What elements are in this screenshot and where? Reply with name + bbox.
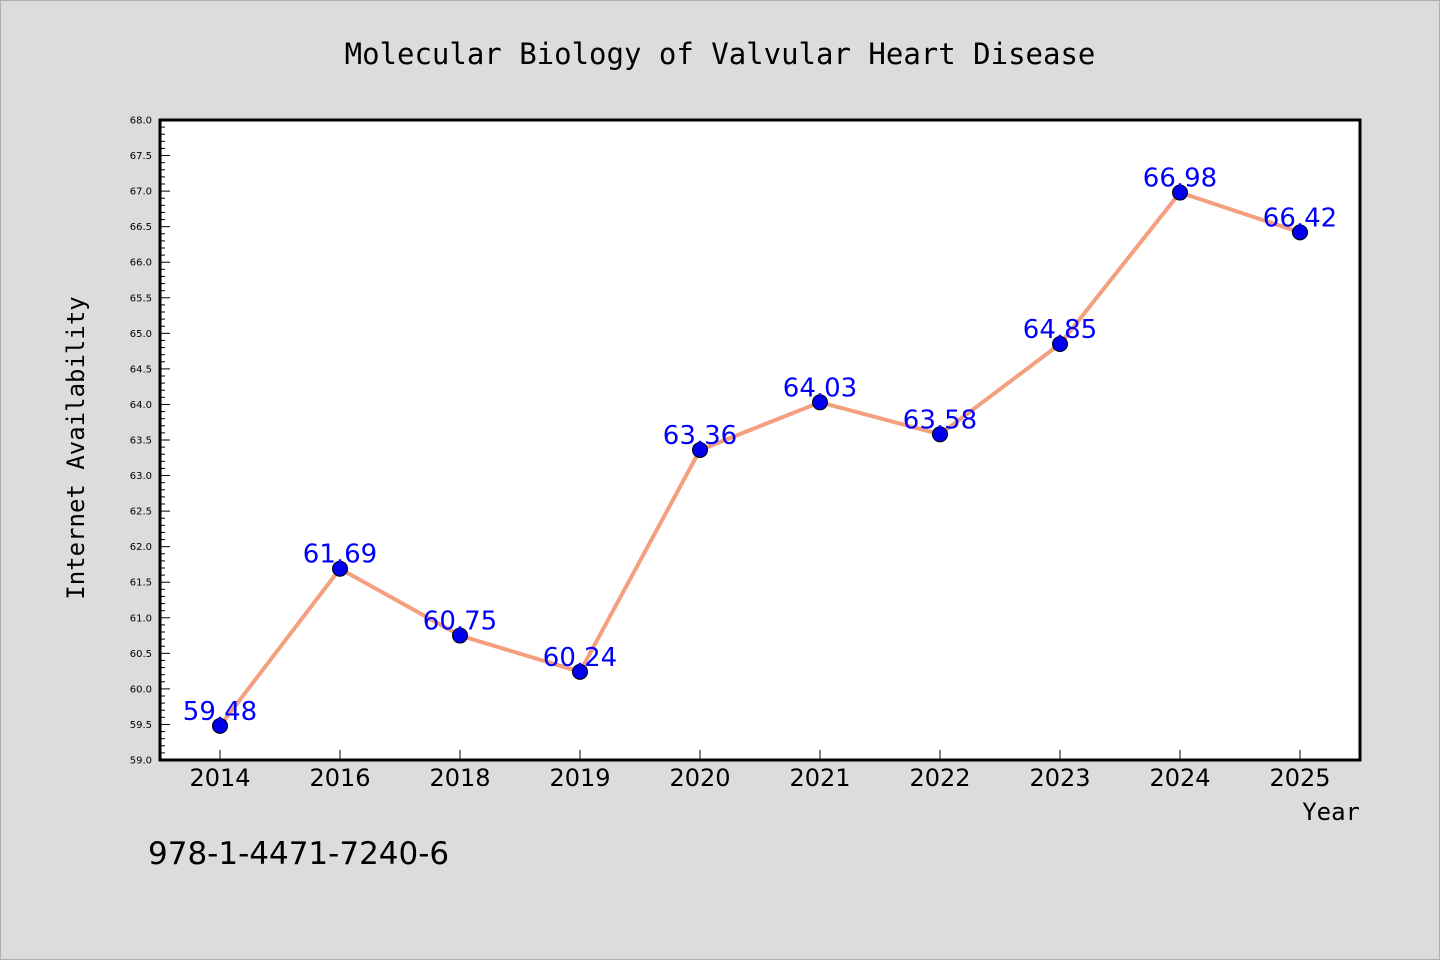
data-point [212, 717, 228, 734]
y-tick-label: 60.0 [130, 684, 152, 695]
data-point [452, 627, 468, 644]
data-label: 64.03 [783, 373, 857, 403]
chart-title: Molecular Biology of Valvular Heart Dise… [345, 37, 1096, 71]
data-point [1052, 336, 1068, 352]
data-labels: 59.48 61.69 60.75 60.24 63.36 64.03 63.58 64.85… [183, 164, 1337, 727]
y-tick-label: 61.0 [130, 613, 152, 624]
plot-frame [158, 118, 1362, 762]
y-tick-label: 66.0 [130, 258, 152, 269]
x-tick-label: 2018 [429, 764, 490, 792]
y-tick-label: 61.5 [130, 578, 152, 589]
data-label: 63.36 [663, 421, 737, 451]
y-tick-label: 59.0 [130, 756, 152, 767]
y-tick-label: 65.0 [130, 329, 152, 340]
data-label: 63.58 [903, 405, 977, 435]
data-label: 60.75 [423, 607, 497, 637]
y-tick-label: 68.0 [130, 116, 152, 127]
y-tick-label: 66.5 [130, 222, 152, 233]
y-tick-label: 63.0 [130, 471, 152, 482]
x-tick-label: 2019 [549, 764, 610, 792]
y-tick-label: 65.5 [130, 293, 152, 304]
series-line [218, 190, 1302, 728]
y-tick-label: 60.5 [130, 649, 152, 660]
isbn-annotation: 978-1-4471-7240-6 [148, 836, 449, 872]
x-tick-label: 2021 [789, 764, 850, 792]
x-tick-label: 2024 [1149, 764, 1210, 792]
y-axis-ticks: 59.0 59.5 60.0 60.5 61.0 61.5 62.0 62.5 63.0 63.5… [130, 116, 170, 767]
x-axis-ticks: 2014 2016 2018 2019 2020 2021 2022 2023 2024 2025 [189, 750, 1331, 792]
data-point [572, 663, 588, 680]
x-tick-label: 2025 [1269, 764, 1330, 792]
data-label: 61.69 [303, 540, 377, 570]
data-label: 60.24 [543, 643, 617, 673]
data-label: 59.48 [183, 697, 257, 727]
y-tick-label: 59.5 [130, 720, 152, 731]
x-tick-label: 2016 [309, 764, 370, 792]
y-tick-label: 64.0 [130, 400, 152, 411]
y-axis-label: Internet Availability [62, 296, 90, 599]
x-tick-label: 2014 [189, 764, 250, 792]
data-point [932, 426, 948, 443]
y-tick-label: 62.5 [130, 507, 152, 518]
x-tick-label: 2020 [669, 764, 730, 792]
y-tick-label: 64.5 [130, 364, 152, 375]
y-tick-label: 67.5 [130, 151, 152, 162]
y-tick-label: 67.0 [130, 187, 152, 198]
data-label: 64.85 [1023, 315, 1097, 345]
series-group [212, 184, 1308, 734]
y-tick-label: 62.0 [130, 542, 152, 553]
x-tick-label: 2023 [1029, 764, 1090, 792]
data-label: 66.42 [1263, 203, 1337, 233]
data-point [1292, 224, 1308, 241]
data-point [1172, 184, 1188, 201]
x-tick-label: 2022 [909, 764, 970, 792]
plot-area [160, 120, 1360, 760]
x-axis-label: Year [1302, 798, 1360, 826]
data-point [812, 394, 828, 411]
data-point [692, 441, 708, 458]
y-tick-label: 63.5 [130, 436, 152, 447]
data-label: 66.98 [1143, 164, 1217, 194]
data-point [332, 560, 348, 577]
